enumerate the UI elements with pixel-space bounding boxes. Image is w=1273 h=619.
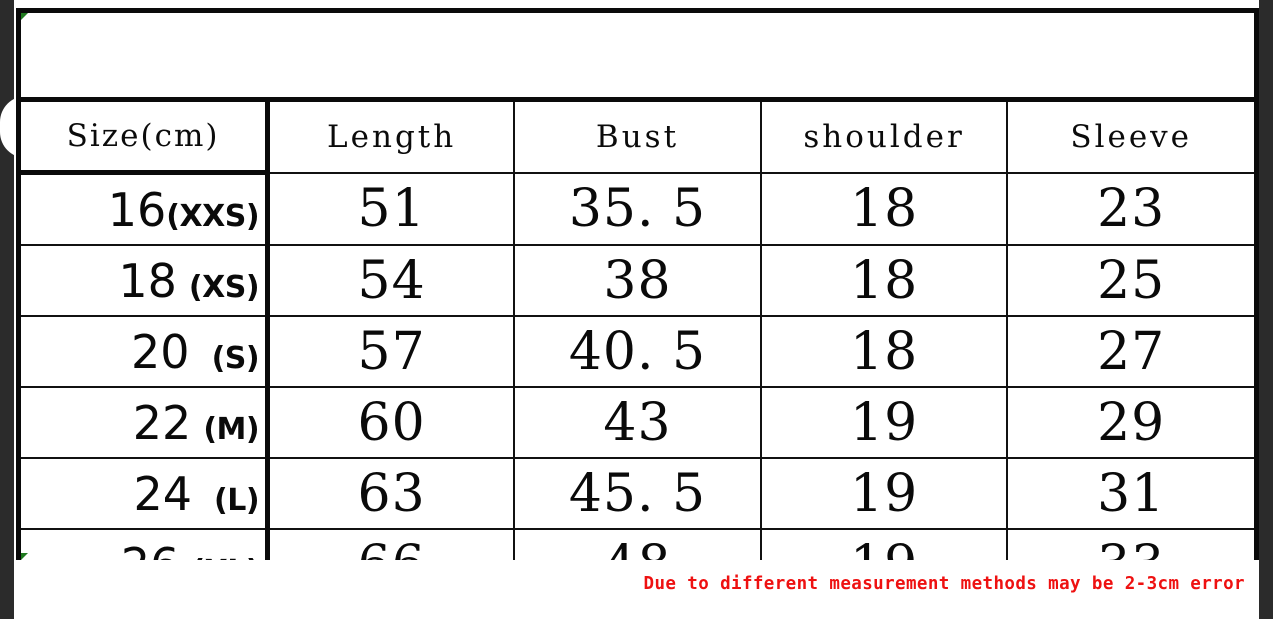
value-bust: 43 [603,392,672,453]
cell-sleeve: 23 [1007,172,1254,246]
size-tag: (S) [211,340,260,376]
cell-length: 63 [267,458,516,530]
value-length: 54 [357,250,426,311]
table-row: 16(XXS) 51 35. 5 18 23 [21,172,1254,246]
value-length: 63 [357,463,426,524]
cell-shoulder: 19 [760,387,1009,459]
column-header-sleeve: Sleeve [1007,99,1254,174]
size-chart-table-container: Size(cm) Length Bust shoulder Sleeve 16(… [16,8,1259,599]
cell-bust: 43 [514,387,762,459]
cell-shoulder: 19 [760,458,1009,530]
column-header-bust: Bust [514,99,762,174]
size-number: 18 [118,253,177,308]
cell-length: 51 [267,172,516,246]
value-sleeve: 23 [1097,178,1166,239]
value-sleeve: 29 [1097,392,1166,453]
value-length: 57 [357,321,426,382]
value-bust: 35. 5 [568,178,707,239]
banner-cell [21,13,1254,102]
cell-length: 57 [267,316,516,388]
table-row: 20 (S) 57 40. 5 18 27 [21,316,1254,388]
value-shoulder: 19 [849,392,919,453]
size-chart-table: Size(cm) Length Bust shoulder Sleeve 16(… [21,13,1254,599]
cell-size: 18 (XS) [21,245,271,317]
cell-size: 16(XXS) [21,172,271,246]
cell-sleeve: 27 [1007,316,1254,388]
size-number: 24 [133,466,193,521]
table-header-row: Size(cm) Length Bust shoulder Sleeve [21,99,1254,175]
cell-bust: 35. 5 [514,172,762,246]
value-shoulder: 18 [849,178,919,239]
column-header-length: Length [267,99,516,174]
size-tag: (XXS) [166,198,260,234]
value-shoulder: 18 [849,321,919,382]
size-tag: (XS) [188,269,260,305]
disclaimer-area: Due to different measurement methods may… [16,560,1259,619]
cell-size: 24 (L) [21,458,271,530]
cell-bust: 38 [514,245,762,317]
value-sleeve: 27 [1097,321,1166,382]
value-bust: 40. 5 [568,321,707,382]
value-bust: 38 [603,250,672,311]
cell-bust: 40. 5 [514,316,762,388]
table-row: 22 (M) 60 43 19 29 [21,387,1254,459]
cell-sleeve: 29 [1007,387,1254,459]
cell-length: 54 [267,245,516,317]
table-row: 18 (XS) 54 38 18 25 [21,245,1254,317]
cell-shoulder: 18 [760,316,1009,388]
size-tag: (M) [203,411,260,447]
value-sleeve: 31 [1097,463,1166,524]
size-number: 22 [132,395,192,450]
cell-shoulder: 18 [760,172,1009,246]
cell-sleeve: 25 [1007,245,1254,317]
column-header-size: Size(cm) [21,99,271,175]
value-bust: 45. 5 [568,463,707,524]
value-length: 51 [357,178,426,239]
value-sleeve: 25 [1097,250,1166,311]
cell-shoulder: 18 [760,245,1009,317]
column-header-shoulder: shoulder [760,99,1009,174]
cell-bust: 45. 5 [514,458,762,530]
cell-size: 20 (S) [21,316,271,388]
size-number: 16 [107,182,167,237]
cell-length: 60 [267,387,516,459]
measurement-disclaimer: Due to different measurement methods may… [643,574,1245,594]
table-banner-row [21,13,1254,102]
table-row: 24 (L) 63 45. 5 19 31 [21,458,1254,530]
size-number: 20 [131,324,190,379]
cell-size: 22 (M) [21,387,271,459]
value-length: 60 [357,392,426,453]
value-shoulder: 19 [849,463,919,524]
cell-sleeve: 31 [1007,458,1254,530]
size-tag: (L) [214,482,260,518]
value-shoulder: 18 [849,250,919,311]
